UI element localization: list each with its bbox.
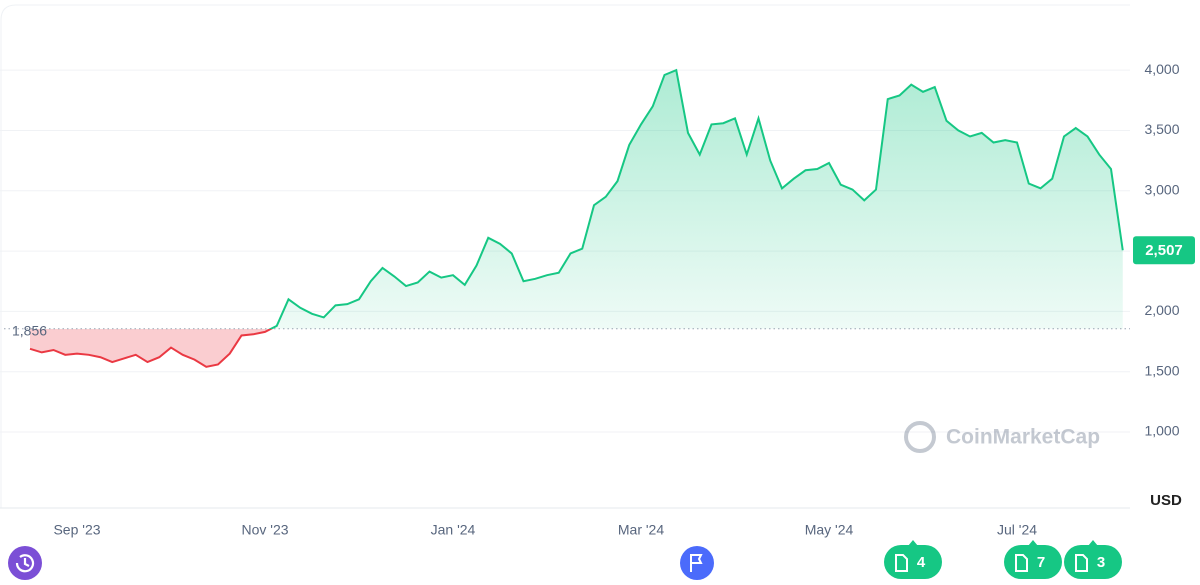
event-badge[interactable] <box>884 545 942 579</box>
event-tip <box>1028 540 1038 546</box>
event-badge[interactable] <box>1004 545 1062 579</box>
x-tick-label: Sep '23 <box>53 522 100 538</box>
event-badge-label: 7 <box>1037 554 1045 571</box>
x-tick-label: Mar '24 <box>618 522 664 538</box>
event-badge[interactable] <box>1064 545 1122 579</box>
price-line-up <box>268 68 1124 329</box>
event-badge-label: 3 <box>1097 554 1105 571</box>
y-tick-label: 1,000 <box>1144 423 1179 439</box>
y-tick-label: 3,000 <box>1144 181 1179 197</box>
baseline-label: 1,856 <box>12 322 47 338</box>
doc-icon <box>1075 554 1088 572</box>
flag-icon <box>690 554 703 572</box>
watermark-text: CoinMarketCap <box>946 426 1100 449</box>
price-line-down <box>29 329 273 368</box>
x-tick-label: Jan '24 <box>431 522 476 538</box>
x-tick-label: Nov '23 <box>241 522 288 538</box>
y-tick-label: 4,000 <box>1144 61 1179 77</box>
y-tick-label: 2,000 <box>1144 302 1179 318</box>
history-icon <box>15 554 35 573</box>
doc-icon <box>1015 554 1028 572</box>
y-axis-label: USD <box>1150 492 1182 509</box>
y-tick-label: 3,500 <box>1144 121 1179 137</box>
event-tip <box>908 540 918 546</box>
watermark: CoinMarketCap <box>904 421 1100 453</box>
event-tip <box>1088 540 1098 546</box>
last-price-label: 2,507 <box>1145 242 1183 259</box>
x-tick-label: Jul '24 <box>997 522 1037 538</box>
area-down <box>30 329 271 367</box>
area-up <box>30 70 1123 329</box>
plot-frame <box>0 4 1130 508</box>
x-tick-label: May '24 <box>805 522 854 538</box>
doc-icon <box>895 554 908 572</box>
watermark-logo <box>904 421 936 453</box>
event-badge-label: 4 <box>917 554 926 571</box>
y-tick-label: 1,500 <box>1144 362 1179 378</box>
last-price-badge <box>1133 236 1195 265</box>
